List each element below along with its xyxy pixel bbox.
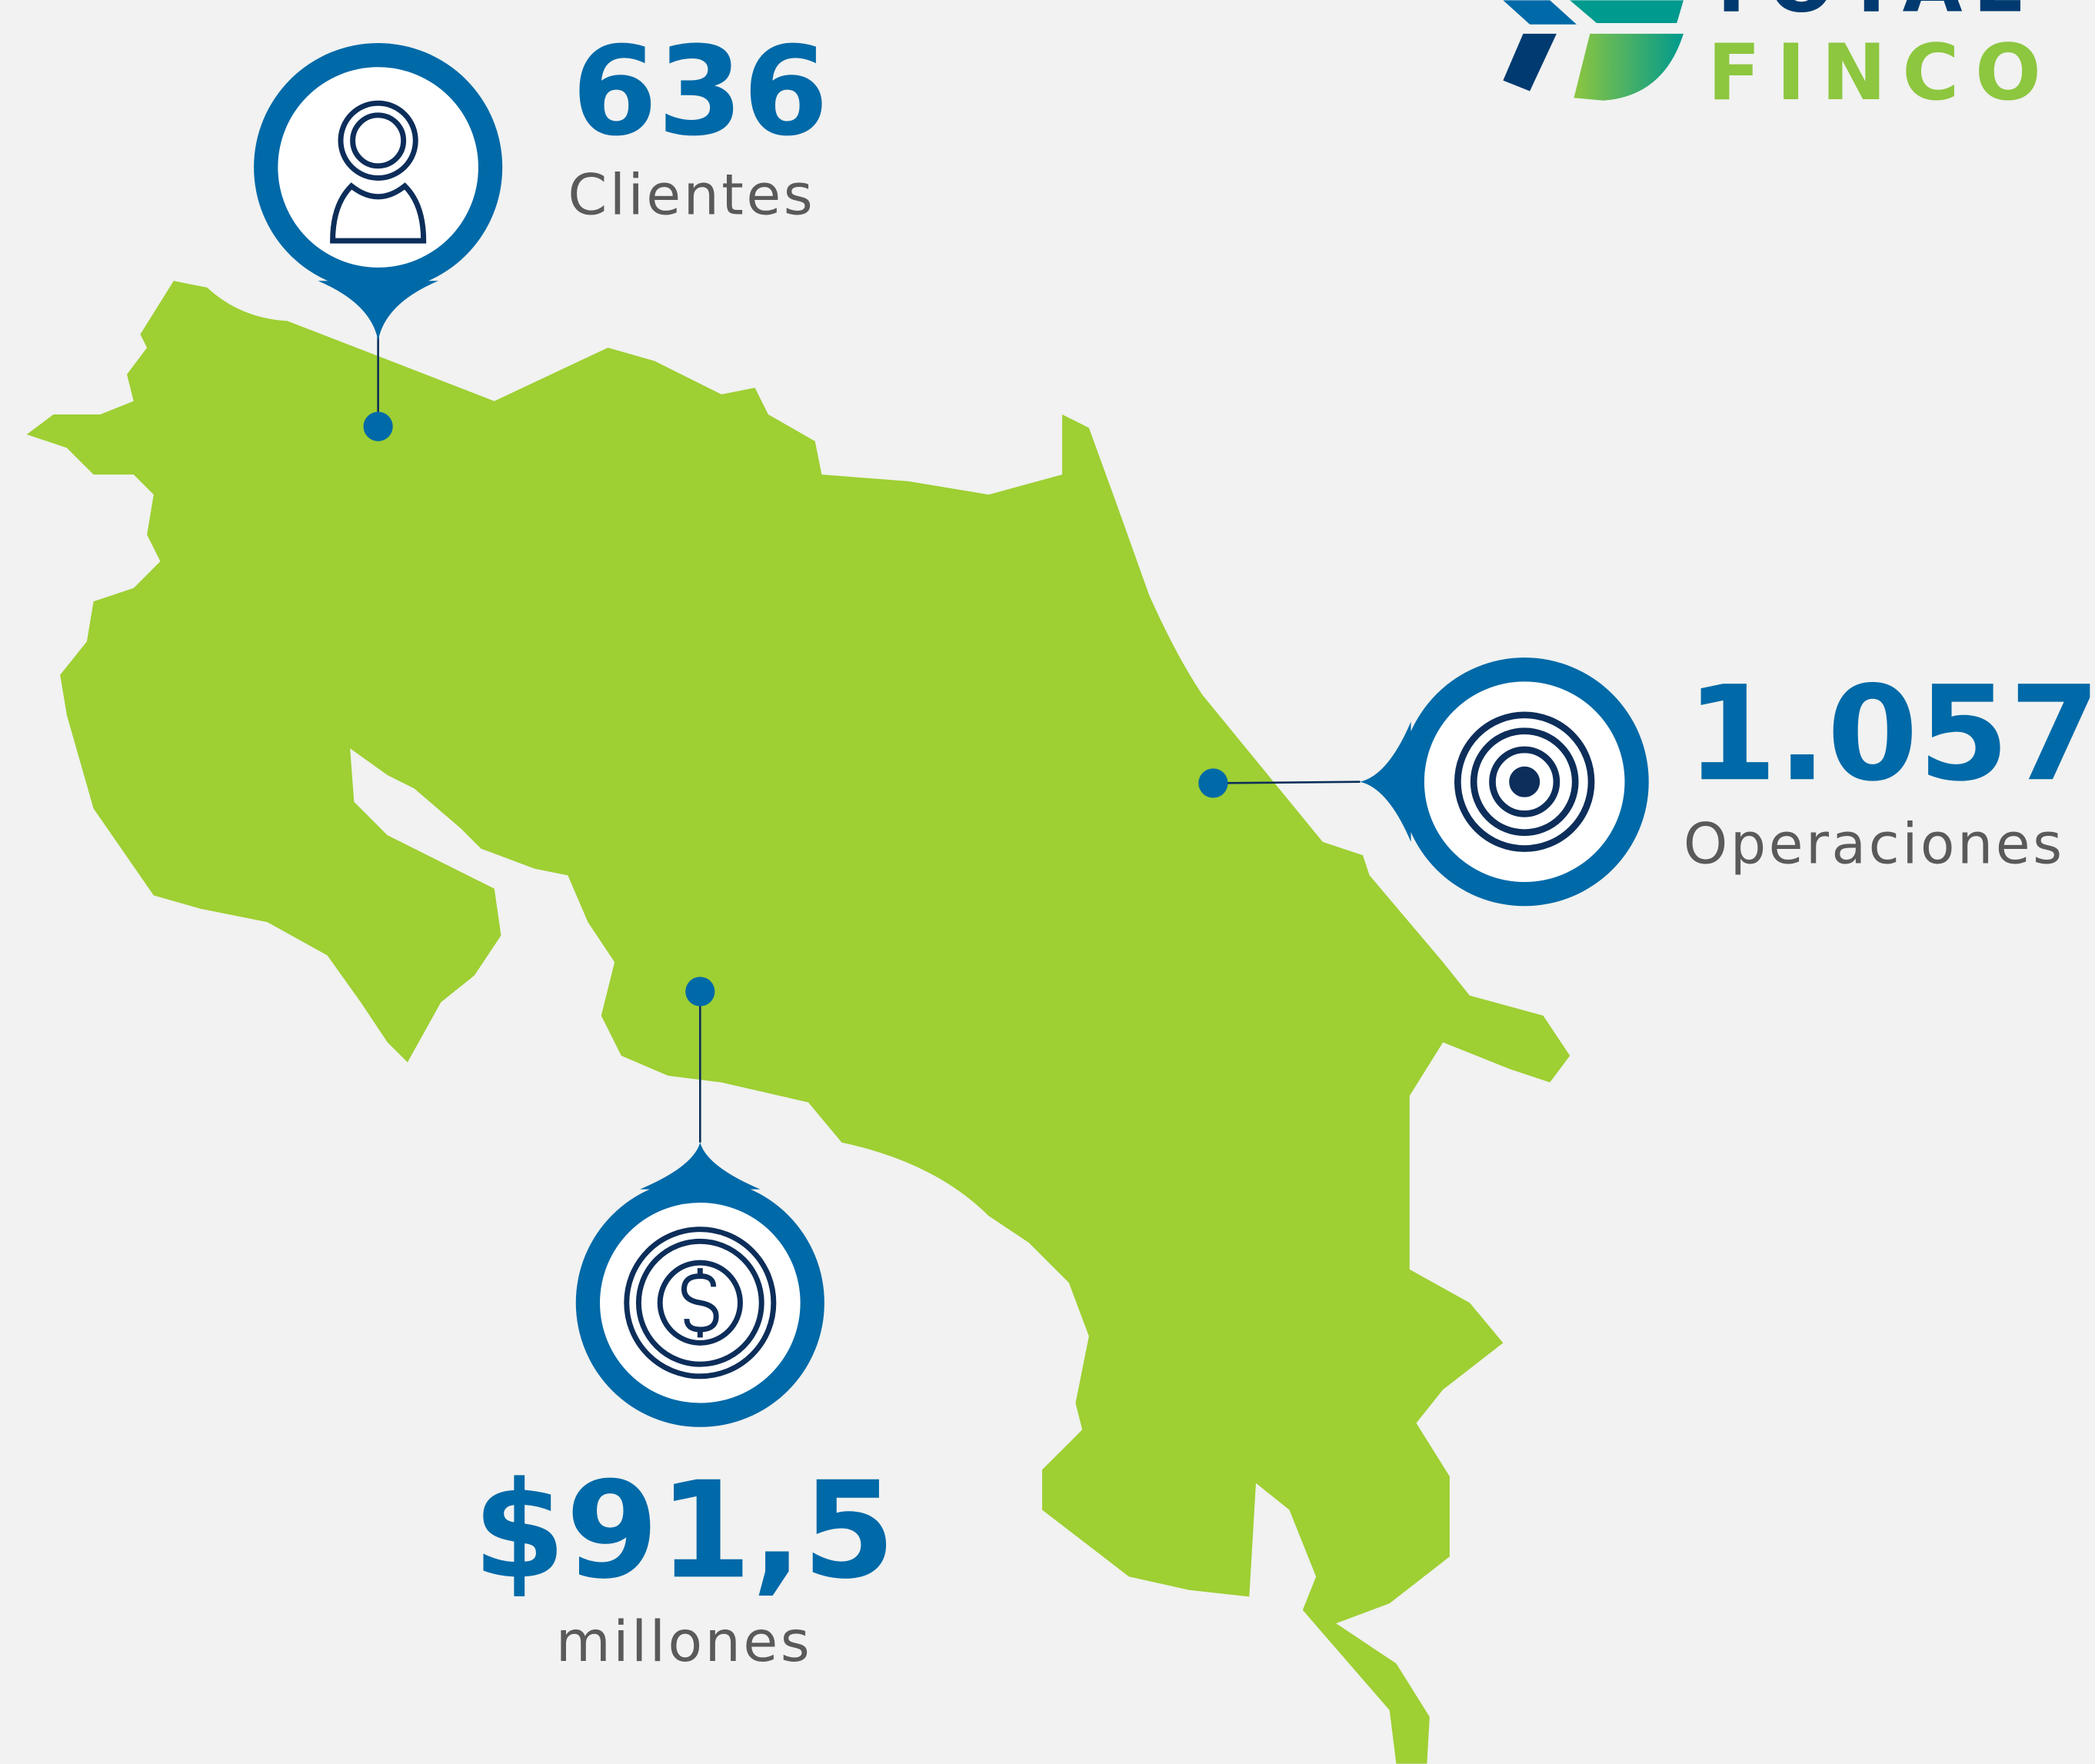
- pin-tail: [318, 281, 438, 341]
- logo-shape: [1503, 0, 1577, 25]
- logo-shape: [1503, 33, 1557, 92]
- stat-label: Operaciones: [1684, 812, 2065, 877]
- stat-value: 636: [572, 20, 829, 163]
- logo: TOTAL FINCO: [1503, 0, 2057, 118]
- location-dot: [1198, 768, 1228, 798]
- pin-millones: [575, 1142, 824, 1427]
- stat-value: 1.057: [1686, 658, 2095, 810]
- location-dot: [363, 411, 393, 441]
- target-icon: [1454, 711, 1595, 852]
- logo-shape: [1570, 0, 1684, 23]
- stat-label: millones: [556, 1609, 812, 1675]
- stat-value: $91,5: [473, 1453, 895, 1608]
- pin-operaciones: [1360, 657, 1649, 907]
- location-dot: [685, 977, 715, 1007]
- pin-tail: [1360, 721, 1411, 842]
- location-dots: [363, 411, 1228, 1007]
- connector: [1213, 780, 1361, 784]
- logo-top-text: TOTAL: [1705, 0, 2033, 29]
- country-map: [26, 281, 1570, 1764]
- stat-label: Clientes: [568, 162, 815, 228]
- pin-clientes: [254, 43, 503, 341]
- logo-text: FINCO: [1707, 27, 2057, 118]
- logo-shape: [1574, 33, 1684, 101]
- user-icon: [330, 100, 427, 244]
- coin-icon: [624, 1226, 777, 1380]
- connectors: [377, 328, 1361, 1143]
- pin-tail: [640, 1142, 761, 1190]
